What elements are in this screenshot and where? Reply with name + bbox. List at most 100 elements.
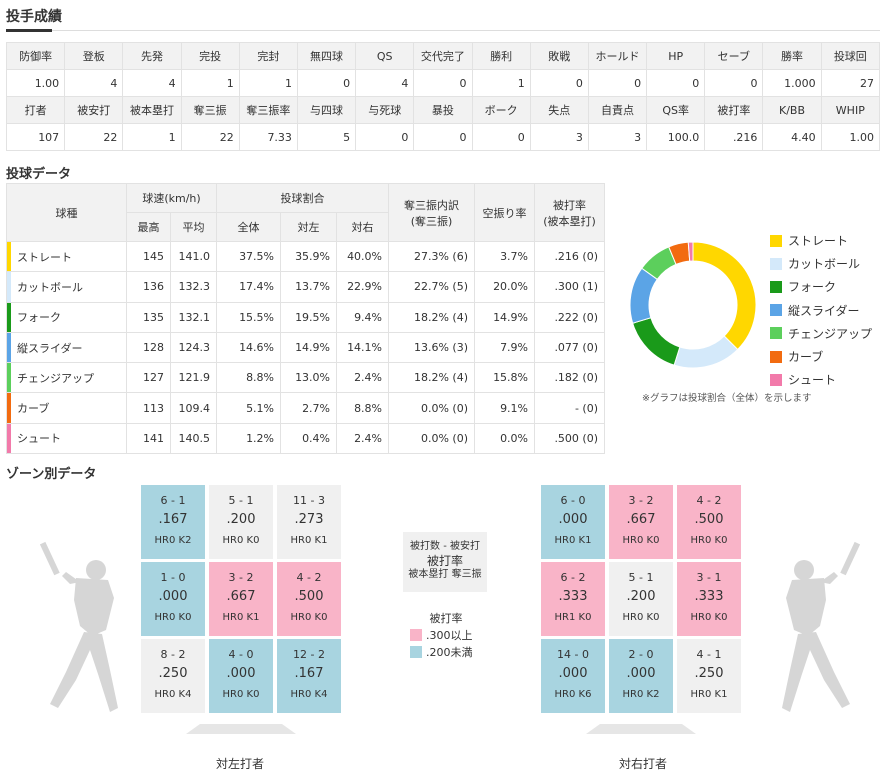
pitch-name: 縦スライダー bbox=[6, 331, 127, 364]
zone-avg: .000 bbox=[558, 512, 588, 527]
pitch-name-text: チェンジアップ bbox=[17, 371, 94, 385]
pitch-row: フォーク 135 132.1 15.5% 19.5% 9.4% 18.2% (4) 14.9%… bbox=[6, 301, 606, 333]
header-ratio-left: 対左 bbox=[280, 212, 338, 242]
pitch-k: 27.3% (6) bbox=[388, 240, 476, 273]
zone-avg: .273 bbox=[294, 512, 324, 527]
pitch-name-text: 縦スライダー bbox=[17, 341, 83, 355]
pitching-stats-table: 防御率 登板 先発 完投 完封 無四球 QS 交代完了 勝利 敗戦 ホールド HP セーブ 勝率 投球回 1… bbox=[5, 42, 881, 151]
donut-legend: ストレート カットボール フォーク 縦スライダー チェンジアップ カーブ シュート bbox=[770, 229, 872, 391]
stat-value-13: 4.40 bbox=[762, 123, 822, 151]
stat-value-7: 0 bbox=[413, 123, 473, 151]
zone-cell: 3 - 2 .667 HR0 K1 bbox=[209, 562, 273, 636]
pitch-whiff: 3.7% bbox=[474, 240, 536, 273]
zone-ab: 4 - 0 bbox=[228, 648, 254, 661]
zone-hrk: HR0 K0 bbox=[222, 689, 260, 700]
pitch-whiff: 7.9% bbox=[474, 331, 536, 364]
zone-hrk: HR0 K2 bbox=[622, 689, 660, 700]
zone-hrk: HR0 K0 bbox=[154, 612, 192, 623]
zone-hrk: HR0 K0 bbox=[222, 535, 260, 546]
pitch-row: カットボール 136 132.3 17.4% 13.7% 22.9% 22.7% (5) 20… bbox=[6, 271, 606, 303]
zone-avg: .333 bbox=[694, 589, 724, 604]
zone-hrk: HR1 K0 bbox=[554, 612, 592, 623]
pitch-name: チェンジアップ bbox=[6, 362, 127, 394]
stat-value-12: .216 bbox=[704, 123, 764, 151]
stat-header-2: 被本塁打 bbox=[122, 96, 182, 124]
stat-header-11: QS率 bbox=[646, 96, 706, 124]
zone-cell: 5 - 1 .200 HR0 K0 bbox=[609, 562, 673, 636]
pitch-all: 1.2% bbox=[216, 422, 282, 455]
stat-value-4: 1 bbox=[238, 69, 298, 97]
zone-ab: 6 - 0 bbox=[560, 494, 586, 507]
stat-value-6: 0 bbox=[355, 123, 415, 151]
key-line3: 被本塁打 奪三振 bbox=[408, 569, 482, 580]
pitch-max: 127 bbox=[126, 362, 171, 394]
zone-hrk: HR0 K1 bbox=[690, 689, 728, 700]
zone-avg: .250 bbox=[158, 666, 188, 681]
stat-header-1: 登板 bbox=[64, 42, 124, 70]
stat-value-1: 4 bbox=[64, 69, 124, 97]
zone-cell: 6 - 1 .167 HR0 K2 bbox=[141, 485, 205, 559]
vs-right-batter-label: 対右打者 bbox=[618, 757, 667, 771]
pitch-name-text: シュート bbox=[17, 432, 61, 446]
stat-header-0: 打者 bbox=[5, 96, 66, 124]
zone-cell-key: 被打数 - 被安打 被打率 被本塁打 奪三振 bbox=[403, 532, 487, 592]
stat-header-5: 与四球 bbox=[296, 96, 357, 124]
donut-slice-0 bbox=[692, 241, 757, 351]
stat-header-3: 完投 bbox=[180, 42, 240, 70]
chart-note: ※グラフは投球割合（全体）を示します bbox=[642, 393, 812, 404]
stat-value-1: 22 bbox=[64, 123, 124, 151]
pitch-left: 0.4% bbox=[280, 422, 338, 455]
right-home-plate-icon bbox=[586, 724, 696, 734]
right-batter-silhouette-icon bbox=[782, 541, 860, 712]
header-ratio-right: 対右 bbox=[336, 212, 390, 242]
zone-ab: 3 - 2 bbox=[628, 494, 654, 507]
header-ratio-all: 全体 bbox=[216, 212, 282, 242]
stat-header-2: 先発 bbox=[122, 42, 182, 70]
donut-slice-6 bbox=[687, 241, 694, 262]
zone-ab: 12 - 2 bbox=[293, 648, 325, 661]
pitching-record-title: 投手成績 bbox=[6, 9, 62, 25]
header-speed-avg: 平均 bbox=[169, 212, 218, 242]
pitch-max: 145 bbox=[126, 240, 171, 273]
pitch-bavg: .216 (0) bbox=[534, 240, 606, 273]
pitch-ratio-donut-chart bbox=[629, 241, 757, 369]
stat-value-2: 1 bbox=[122, 123, 182, 151]
pitch-all: 37.5% bbox=[216, 240, 282, 273]
stat-value-8: 0 bbox=[471, 123, 531, 151]
legend-item: フォーク bbox=[770, 275, 872, 298]
zone-ab: 3 - 1 bbox=[696, 571, 722, 584]
legend-label: カーブ bbox=[788, 350, 824, 365]
zone-avg: .667 bbox=[626, 512, 656, 527]
header-k-breakdown: 奪三振内訳 (奪三振) bbox=[388, 183, 476, 242]
pitch-max: 141 bbox=[126, 422, 171, 455]
stat-header-6: 与死球 bbox=[355, 96, 415, 124]
zone-hrk: HR0 K2 bbox=[154, 535, 192, 546]
pitch-avg: 140.5 bbox=[169, 422, 218, 455]
pitch-name: シュート bbox=[6, 422, 127, 455]
pitch-all: 14.6% bbox=[216, 331, 282, 364]
pitch-name-text: カットボール bbox=[17, 280, 83, 294]
zone-ab: 3 - 2 bbox=[228, 571, 254, 584]
zone-cell: 6 - 0 .000 HR0 K1 bbox=[541, 485, 605, 559]
zone-hrk: HR0 K0 bbox=[690, 612, 728, 623]
stat-value-14: 1.00 bbox=[820, 123, 881, 151]
stat-header-14: 投球回 bbox=[820, 42, 881, 70]
zone-avg: .000 bbox=[558, 666, 588, 681]
legend-item: 縦スライダー bbox=[770, 299, 872, 322]
pitch-whiff: 15.8% bbox=[474, 362, 536, 394]
key-line1: 被打数 - 被安打 bbox=[410, 541, 480, 552]
zone-ab: 1 - 0 bbox=[160, 571, 186, 584]
stat-value-14: 27 bbox=[820, 69, 881, 97]
title-underline bbox=[6, 29, 880, 32]
pitch-max: 128 bbox=[126, 331, 171, 364]
pitch-whiff: 20.0% bbox=[474, 271, 536, 303]
zone-hrk: HR0 K4 bbox=[154, 689, 192, 700]
vs-left-batter-label: 対左打者 bbox=[215, 757, 264, 771]
zone-cell: 14 - 0 .000 HR0 K6 bbox=[541, 639, 605, 713]
pitch-right: 8.8% bbox=[336, 392, 390, 424]
pitch-right: 2.4% bbox=[336, 422, 390, 455]
pitch-k: 13.6% (3) bbox=[388, 331, 476, 364]
pitch-color-bar bbox=[7, 363, 11, 393]
pitch-name-text: ストレート bbox=[17, 250, 72, 264]
pitch-color-bar bbox=[7, 423, 11, 454]
